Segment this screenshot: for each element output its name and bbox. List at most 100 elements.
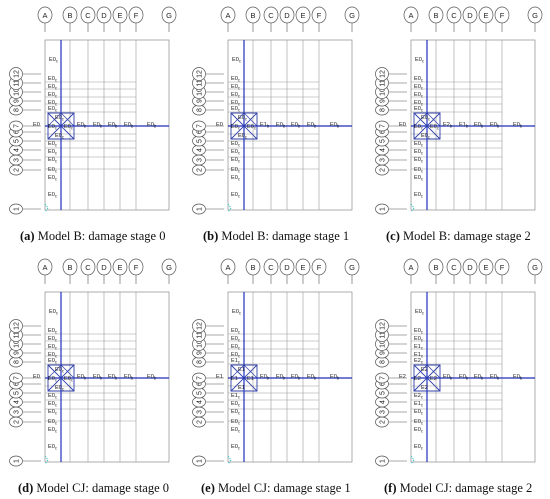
row-label-12: 12 [14,70,21,78]
element-label-brace-left: E0c [414,124,423,131]
element-label-column-lower: E0c [414,167,423,174]
element-label-brace-top: E0c [55,115,64,122]
column-label-f: F [500,11,505,20]
element-label-column-upper: E1c [231,358,240,365]
element-label-top: E0c [49,57,58,64]
row-label-4: 4 [380,148,387,152]
brace-diagonal [426,112,441,127]
column-label-f: F [134,11,139,20]
frame-diagram: A B C D E F G123456789101112E0cE0cE0cE0cE0cE0c… [9,258,177,467]
row-label-7: 7 [197,124,204,128]
row-label-11: 11 [197,79,204,86]
column-label-b: B [67,11,72,20]
row-bubble [192,319,206,333]
column-label-d: D [101,11,107,20]
plan-outline [44,39,170,211]
row-label-11: 11 [14,79,21,86]
row-label-9: 9 [380,351,387,355]
row-label-4: 4 [14,400,21,404]
element-label-brace-top: E0c [55,367,64,374]
row-bubble [9,120,23,132]
column-label-a: A [408,11,413,20]
column-label-d: D [284,263,290,272]
brace-diagonal [60,112,75,127]
row-label-1: 1 [380,459,387,463]
element-label-top: E0c [232,57,241,64]
brace-diagonal [230,364,258,392]
element-label-column-upper: E0c [414,76,423,83]
element-label-beam: E0b [93,122,103,129]
column-bubble [428,6,444,24]
column-bubble [279,6,295,24]
column-label-g: G [166,263,172,272]
element-label-column-upper: E0c [48,344,57,351]
plan-outline [227,39,353,211]
element-label-column-upper: E0c [48,100,57,107]
column-label-e: E [300,263,305,272]
row-label-1: 1 [380,207,387,211]
row-label-10: 10 [197,340,204,348]
element-label-column-upper: E0c [48,358,57,365]
row-bubble [9,203,23,215]
element-label-column-lower: E0c [414,157,423,164]
row-label-4: 4 [197,400,204,404]
column-label-c: C [268,11,274,20]
support-marker [410,203,415,213]
element-label-column-lower: E2c [414,393,423,400]
row-label-7: 7 [380,124,387,128]
element-label-bottom: E0c [414,444,423,451]
element-label-column-lower: E0c [414,409,423,416]
element-label-column-lower: E0c [48,157,57,164]
column-bubble [527,258,543,276]
element-label-bottom: E0c [231,444,240,451]
row-label-8: 8 [197,360,204,364]
element-label-top: E0c [49,309,58,316]
element-label-top: E0c [415,57,424,64]
column-bubble [128,258,144,276]
plan-outline [410,39,536,211]
row-label-10: 10 [380,88,387,96]
row-label-10: 10 [380,340,387,348]
element-label-column-lower: E1c [231,393,240,400]
element-label-beam: E0b [307,122,317,129]
element-label-top: E0c [232,309,241,316]
column-bubble [161,6,177,24]
element-label-beam: E1b [260,122,270,129]
row-label-3: 3 [197,158,204,162]
column-label-e: E [117,263,122,272]
column-label-a: A [408,263,413,272]
column-bubble [403,258,419,276]
column-label-a: A [42,11,47,20]
support-marker [44,455,49,465]
element-label-beam: E0b [474,122,484,129]
element-label-beam: E0b [490,122,500,129]
column-bubble [37,6,53,24]
element-label-column-upper: E0c [414,336,423,343]
brace-diagonal [413,364,441,392]
element-label-column-upper: E0c [48,328,57,335]
row-label-7: 7 [197,376,204,380]
element-label-beam: E0b [490,374,500,381]
row-bubble [375,319,389,333]
brace-diagonal [230,364,245,379]
row-label-11: 11 [197,331,204,338]
column-bubble [295,258,311,276]
row-label-9: 9 [197,99,204,103]
column-label-g: G [349,11,355,20]
caption-b: (b) Model B: damage stage 1 [203,229,350,243]
row-label-4: 4 [14,148,21,152]
row-label-4: 4 [197,148,204,152]
element-label-brace-bottom: E0c [55,133,64,140]
brace-diagonal [60,364,75,379]
brace-diagonal [47,112,62,127]
row-label-10: 10 [14,88,21,96]
column-label-e: E [117,11,122,20]
element-label-left-beam: E0 [216,122,223,128]
element-label-beam: E0b [330,374,340,381]
frame-diagram: A B C D E F G123456789101112E0cE0cE0cE0cE0cE0c… [9,6,177,215]
element-label-column-lower: E0c [231,401,240,408]
element-label-beam: E0b [513,122,523,129]
element-label-beam: E1b [459,122,469,129]
panel-a: A B C D E F G 1 2 3 4 5 6 7 8 9 10 11 12 E0c E0c E0c E0c E0c E0c… [4,4,182,220]
row-bubble [192,120,206,132]
